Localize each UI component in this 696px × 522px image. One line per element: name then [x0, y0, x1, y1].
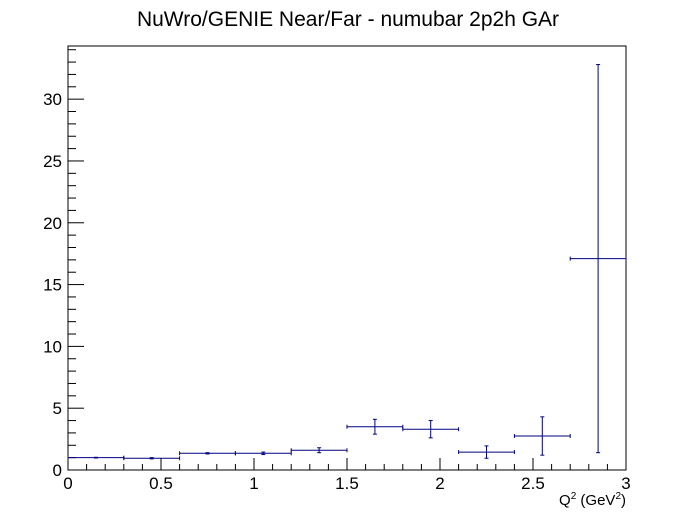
- data-point: [513, 416, 571, 456]
- y-tick-labels: 0 5 10 15 20 25 30: [43, 90, 62, 480]
- x-axis-label-unit: (GeV: [576, 492, 615, 509]
- x-axis-label-q-sup: 2: [571, 491, 577, 502]
- data-point: [290, 447, 348, 454]
- y-tick-label: 0: [53, 461, 62, 480]
- y-tick-label: 20: [43, 214, 62, 233]
- x-axis-label-unit-close: ): [621, 492, 626, 509]
- x-axis-label: Q2 (GeV2): [559, 491, 626, 509]
- data-point: [123, 456, 181, 461]
- data-point: [67, 455, 125, 460]
- x-tick-label: 1.5: [335, 474, 359, 493]
- y-tick-label: 25: [43, 152, 62, 171]
- data-point: [179, 451, 236, 456]
- chart-title: NuWro/GENIE Near/Far - numubar 2p2h GAr: [137, 8, 559, 31]
- x-tick-label: 1: [249, 474, 258, 493]
- plot-frame: [67, 45, 627, 471]
- y-tick-label: 5: [53, 399, 62, 418]
- axis-ticks: [67, 49, 627, 471]
- x-tick-label: 2.5: [521, 474, 545, 493]
- x-tick-label: 0.5: [149, 474, 173, 493]
- data-point: [458, 445, 515, 459]
- x-tick-label: 3: [621, 474, 630, 493]
- data-point: [346, 418, 404, 435]
- x-tick-labels: 0 0.5 1 1.5 2 2.5 3: [63, 474, 630, 493]
- y-tick-label: 10: [43, 337, 62, 356]
- x-tick-label: 2: [435, 474, 444, 493]
- data-points: [67, 64, 627, 461]
- data-point: [402, 420, 460, 439]
- x-axis-label-unit-sup: 2: [615, 491, 621, 502]
- y-tick-label: 30: [43, 90, 62, 109]
- x-axis-label-q: Q: [559, 492, 571, 509]
- x-tick-label: 0: [63, 474, 72, 493]
- y-tick-label: 15: [43, 276, 62, 295]
- data-point: [234, 451, 292, 456]
- data-point: [569, 64, 627, 454]
